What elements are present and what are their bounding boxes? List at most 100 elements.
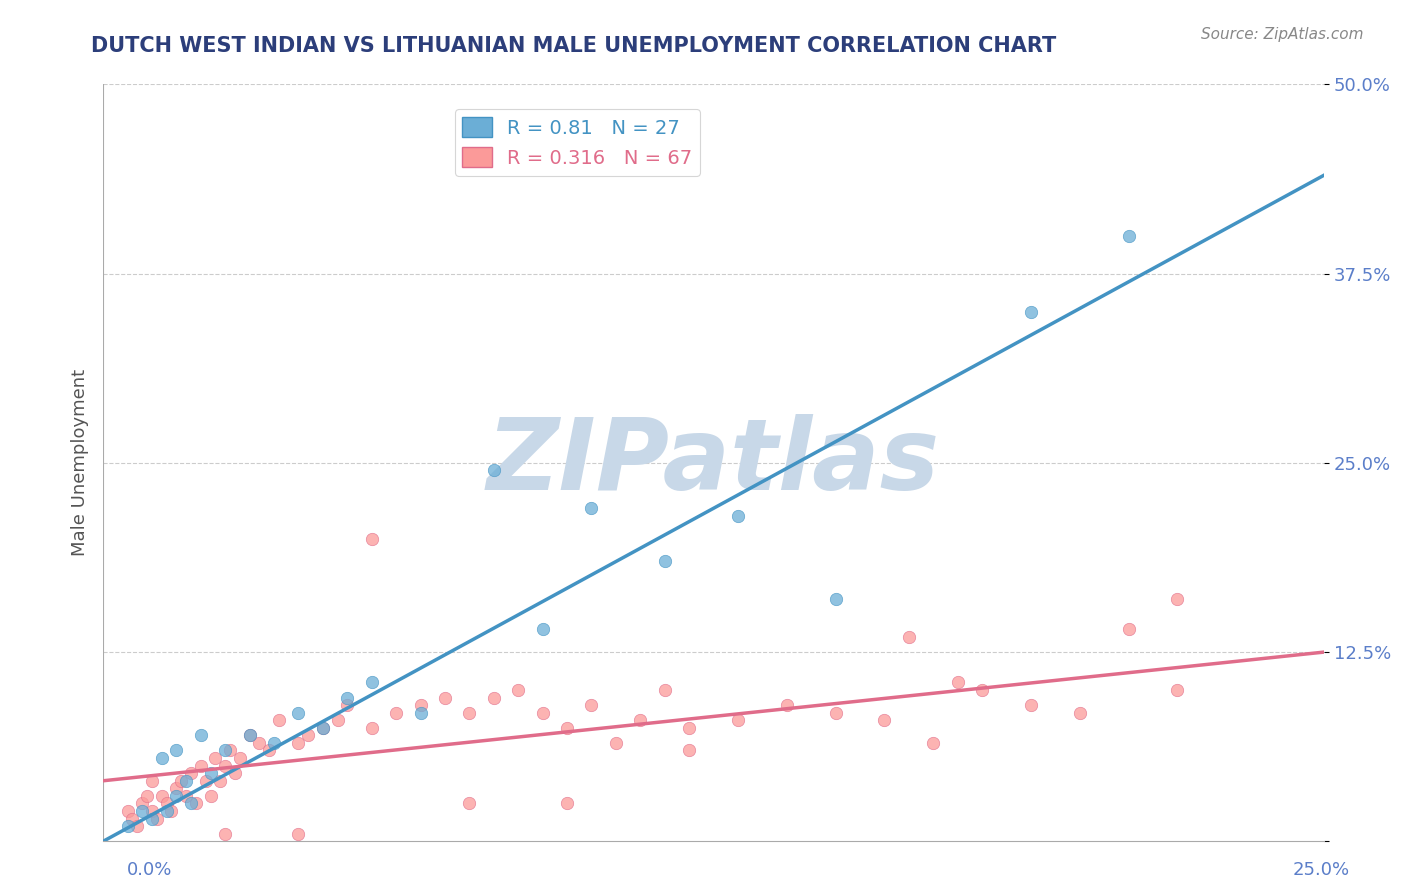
Point [165,789,187,803]
Point [190,728,212,742]
Point [1166,682,1188,697]
Point [336,698,359,712]
Point [326,713,349,727]
Point [297,728,319,742]
Point [127,819,149,833]
Point [482,690,505,705]
Point [508,682,530,697]
Text: DUTCH WEST INDIAN VS LITHUANIAN MALE UNEMPLOYMENT CORRELATION CHART: DUTCH WEST INDIAN VS LITHUANIAN MALE UNE… [91,36,1057,55]
Point [141,804,163,818]
Point [727,508,749,523]
Point [1069,706,1091,720]
Text: ZIPatlas: ZIPatlas [486,415,941,511]
Point [150,789,173,803]
Point [239,728,262,742]
Point [409,706,432,720]
Point [312,721,335,735]
Point [247,736,270,750]
Point [117,804,139,818]
Point [141,812,163,826]
Point [605,736,627,750]
Point [239,728,262,742]
Point [214,743,236,757]
Point [257,743,280,757]
Point [555,721,578,735]
Point [141,773,163,788]
Point [1118,623,1140,637]
Point [628,713,651,727]
Point [155,804,177,818]
Point [360,532,382,546]
Point [209,773,232,788]
Point [131,804,153,818]
Text: Source: ZipAtlas.com: Source: ZipAtlas.com [1201,27,1364,42]
Point [824,706,846,720]
Point [136,789,159,803]
Point [727,713,749,727]
Point [555,797,578,811]
Point [312,721,335,735]
Point [531,623,554,637]
Point [287,736,309,750]
Point [581,501,603,516]
Point [482,463,505,477]
Point [165,743,187,757]
Point [214,758,236,772]
Point [194,773,217,788]
Point [776,698,799,712]
Point [224,766,246,780]
Legend: R = 0.81   N = 27, R = 0.316   N = 67: R = 0.81 N = 27, R = 0.316 N = 67 [454,110,700,176]
Point [214,827,236,841]
Point [180,797,202,811]
Point [267,713,290,727]
Point [678,721,700,735]
Point [200,789,222,803]
Point [131,797,153,811]
Point [121,812,143,826]
Point [433,690,456,705]
Point [146,812,169,826]
Point [531,706,554,720]
Point [824,592,846,607]
Point [174,789,197,803]
Point [1166,592,1188,607]
Point [155,797,177,811]
Point [117,819,139,833]
Point [897,630,920,644]
Point [946,675,969,690]
Point [385,706,408,720]
Point [219,743,242,757]
Text: 25.0%: 25.0% [1292,861,1350,879]
Point [458,797,481,811]
Point [174,773,197,788]
Y-axis label: Male Unemployment: Male Unemployment [72,369,89,557]
Point [581,698,603,712]
Point [287,706,309,720]
Point [336,690,359,705]
Point [287,827,309,841]
Point [263,736,285,750]
Point [458,706,481,720]
Point [1118,228,1140,243]
Point [654,682,676,697]
Point [970,682,993,697]
Point [160,804,183,818]
Point [1019,304,1042,318]
Point [165,781,187,796]
Point [922,736,945,750]
Point [360,721,382,735]
Point [1019,698,1042,712]
Point [873,713,896,727]
Point [678,743,700,757]
Point [180,766,202,780]
Point [150,751,173,765]
Point [360,675,382,690]
Point [200,766,222,780]
Point [184,797,207,811]
Point [204,751,226,765]
Point [654,554,676,568]
Point [190,758,212,772]
Point [170,773,193,788]
Point [229,751,252,765]
Text: 0.0%: 0.0% [127,861,172,879]
